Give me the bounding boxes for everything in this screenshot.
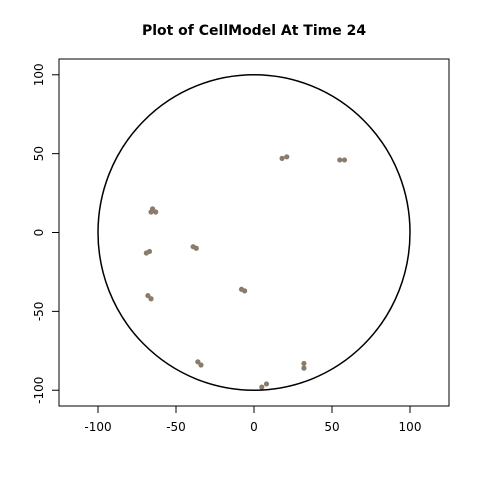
cell-point — [198, 362, 204, 368]
cell-point — [146, 248, 153, 255]
y-tick-label: -50 — [32, 302, 46, 322]
cell-point — [193, 245, 199, 251]
cell-point — [337, 157, 343, 163]
cell-points — [143, 154, 348, 390]
y-tick-label: 50 — [32, 146, 46, 161]
x-axis: -100 -50 0 50 100 — [84, 406, 421, 434]
x-tick-label: 100 — [399, 420, 422, 434]
boundary-circle — [97, 74, 411, 391]
x-tick-label: -100 — [84, 420, 111, 434]
cell-point — [259, 384, 265, 390]
y-tick-label: -100 — [32, 377, 46, 404]
y-tick-label: 0 — [32, 229, 46, 237]
plot-frame — [58, 58, 450, 407]
chart-title: Plot of CellModel At Time 24 — [142, 23, 366, 39]
cell-point — [153, 209, 159, 215]
cell-point — [301, 360, 307, 367]
x-tick-label: 50 — [324, 420, 339, 434]
cell-point — [263, 381, 270, 387]
y-tick-label: 100 — [32, 63, 46, 86]
cell-point — [279, 155, 285, 161]
x-tick-label: 0 — [250, 420, 258, 434]
cell-point — [148, 296, 154, 302]
y-axis: -100 -50 0 50 100 — [32, 63, 59, 404]
cell-point — [341, 157, 348, 163]
cell-point — [301, 365, 307, 371]
cell-point — [284, 154, 290, 160]
cell-point — [242, 288, 248, 294]
x-tick-label: -50 — [166, 420, 186, 434]
